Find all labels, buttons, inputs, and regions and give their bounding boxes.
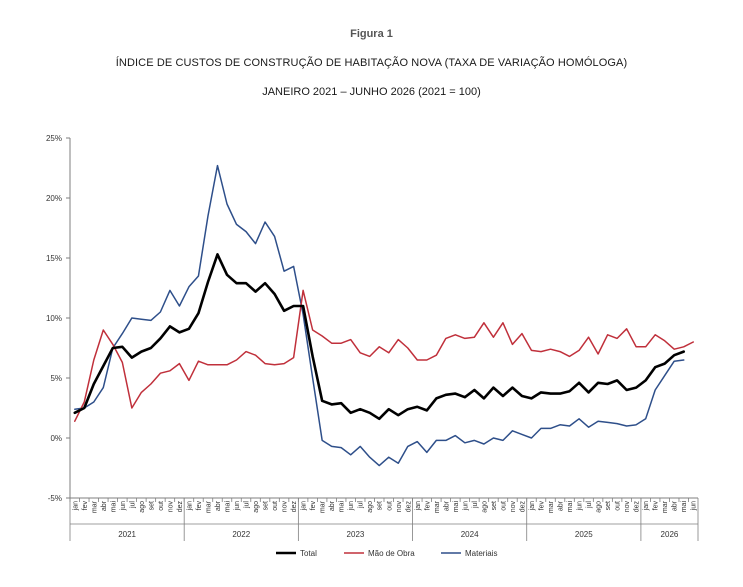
x-tick-label: dez <box>634 501 641 513</box>
x-tick-label: fev <box>196 501 203 511</box>
x-tick-label: set <box>377 501 384 510</box>
x-tick-label: jan <box>529 501 536 511</box>
x-tick-label: mar <box>320 500 327 513</box>
x-tick-label: nov <box>624 501 631 513</box>
x-tick-label: mai <box>567 501 574 513</box>
x-tick-label: nov <box>282 501 289 513</box>
x-tick-label: nov <box>167 501 174 513</box>
year-label: 2022 <box>232 530 250 539</box>
year-label: 2025 <box>575 530 593 539</box>
x-tick-label: set <box>148 501 155 510</box>
x-tick-label: jul <box>472 501 479 509</box>
x-tick-label: abr <box>329 500 336 511</box>
series-line-total <box>73 253 686 421</box>
x-tick-label: abr <box>215 500 222 511</box>
y-tick-label: 15% <box>46 254 62 263</box>
x-tick-label: dez <box>177 501 184 513</box>
y-tick-label: 20% <box>46 194 62 203</box>
x-tick-label: out <box>158 501 165 511</box>
x-tick-label: ago <box>139 501 146 513</box>
y-axis: -5% 0% 5% 10% 15% 20% 25% <box>46 134 71 503</box>
x-tick-label: dez <box>519 501 526 513</box>
x-tick-label: jun <box>348 501 355 511</box>
x-tick-label: jun <box>691 501 698 511</box>
x-tick-label: fev <box>82 501 89 511</box>
x-tick-label: set <box>263 501 270 510</box>
series-line-m-o-de-obra <box>74 289 694 422</box>
x-tick-label: jul <box>129 501 136 509</box>
x-tick-label: dez <box>405 501 412 513</box>
x-tick-label: jan <box>186 501 193 511</box>
x-tick-label: mai <box>453 501 460 513</box>
x-tick-label: abr <box>101 500 108 511</box>
x-tick-label: abr <box>558 500 565 511</box>
x-tick-label: jul <box>358 501 365 509</box>
chart-subtitle: JANEIRO 2021 – JUNHO 2026 (2021 = 100) <box>262 86 481 98</box>
x-tick-label: mai <box>225 501 232 513</box>
x-tick-label: jun <box>120 501 127 511</box>
x-tick-label: out <box>500 501 507 511</box>
x-tick-label: jan <box>301 501 308 511</box>
x-tick-label: mar <box>434 500 441 513</box>
x-tick-label: ago <box>596 501 603 513</box>
x-tick-label: mar <box>662 500 669 513</box>
x-tick-label: mai <box>110 501 117 513</box>
year-label: 2021 <box>118 530 136 539</box>
x-tick-label: out <box>386 501 393 511</box>
x-axis: jan fev mar abr mai jun jul ago set out nov dez2021… <box>69 497 699 541</box>
year-label: 2026 <box>661 530 679 539</box>
x-tick-label: ago <box>481 501 488 513</box>
chart-title: ÍNDICE DE CUSTOS DE CONSTRUÇÃO DE HABITA… <box>115 57 628 69</box>
year-label: 2023 <box>347 530 365 539</box>
y-tick-label: 0% <box>50 434 62 443</box>
x-tick-label: dez <box>291 501 298 513</box>
x-tick-label: jul <box>244 501 251 509</box>
x-tick-label: nov <box>396 501 403 513</box>
year-label: 2024 <box>461 530 479 539</box>
x-tick-label: ago <box>367 501 374 513</box>
x-tick-label: ago <box>253 501 260 513</box>
x-tick-label: set <box>605 501 612 510</box>
x-tick-label: fev <box>653 501 660 511</box>
x-tick-label: jun <box>462 501 469 511</box>
x-tick-label: out <box>272 501 279 511</box>
x-tick-label: mai <box>339 501 346 513</box>
x-tick-label: jan <box>415 501 422 511</box>
x-tick-label: mai <box>681 501 688 513</box>
legend-label: Mão de Obra <box>368 549 415 558</box>
x-tick-label: jun <box>577 501 584 511</box>
figure-label: Figura 1 <box>350 28 393 40</box>
x-tick-label: mar <box>548 500 555 513</box>
x-tick-label: mar <box>205 500 212 513</box>
y-tick-label: 25% <box>46 134 62 143</box>
legend: Total Mão de Obra Materiais <box>276 549 497 558</box>
y-tick-label: 10% <box>46 314 62 323</box>
y-tick-label: -5% <box>48 494 62 503</box>
y-tick-label: 5% <box>50 374 62 383</box>
x-tick-label: jan <box>643 501 650 511</box>
x-tick-label: jul <box>586 501 593 509</box>
x-tick-label: fev <box>310 501 317 511</box>
series-layer <box>73 164 694 467</box>
x-tick-label: nov <box>510 501 517 513</box>
x-tick-label: jan <box>72 501 79 511</box>
legend-label: Total <box>300 549 317 558</box>
x-tick-label: fev <box>539 501 546 511</box>
x-tick-label: abr <box>443 500 450 511</box>
legend-label: Materiais <box>465 549 497 558</box>
x-tick-label: set <box>491 501 498 510</box>
x-tick-label: mar <box>91 500 98 513</box>
x-tick-label: fev <box>424 501 431 511</box>
series-line-materiais <box>74 164 685 467</box>
x-tick-label: out <box>615 501 622 511</box>
x-tick-label: jun <box>234 501 241 511</box>
x-tick-label: abr <box>672 500 679 511</box>
